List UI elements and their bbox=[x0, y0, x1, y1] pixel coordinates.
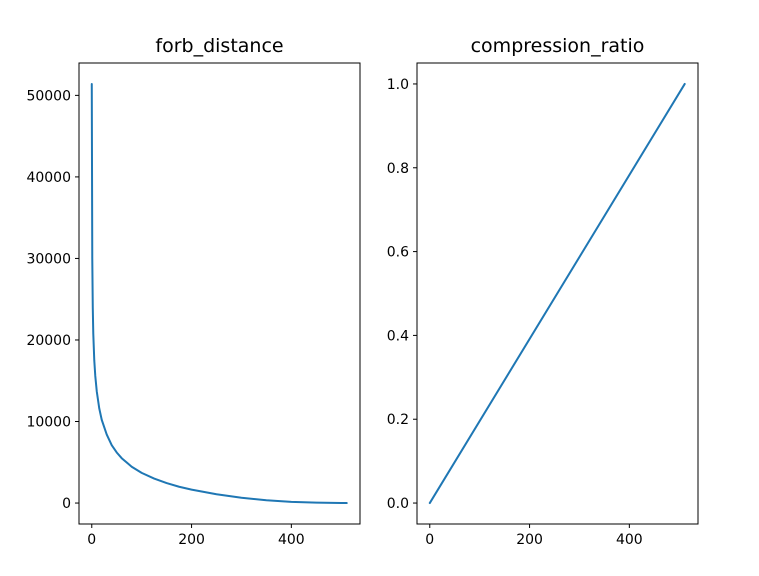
forb-distance-title: forb_distance bbox=[155, 35, 283, 57]
compression-ratio-y-tick-label: 1.0 bbox=[387, 77, 409, 93]
compression-ratio-y-tick-label: 0.4 bbox=[387, 328, 409, 344]
compression-ratio-series-line bbox=[428, 82, 686, 505]
compression-ratio-axes-frame bbox=[416, 62, 699, 525]
forb-distance-y-tick-label: 20000 bbox=[26, 333, 71, 349]
forb-distance-y-tick-label: 40000 bbox=[26, 170, 71, 186]
forb-distance-series-line bbox=[90, 82, 348, 505]
forb-distance-axes-frame bbox=[78, 62, 361, 525]
compression-ratio-subplot: compression_ratio 0 200 400 0.0 0.2 0.4 0.6 0.8… bbox=[387, 35, 699, 548]
forb-distance-y-tick-label: 30000 bbox=[26, 251, 71, 267]
forb-distance-y-tick-label: 10000 bbox=[26, 415, 71, 431]
forb-distance-x-tick-label: 200 bbox=[178, 532, 205, 548]
compression-ratio-x-tick-label: 400 bbox=[616, 532, 643, 548]
compression-ratio-y-tick-label: 0.8 bbox=[387, 161, 409, 177]
compression-ratio-y-tick-label: 0.6 bbox=[387, 245, 409, 261]
compression-ratio-x-tick-label: 0 bbox=[425, 532, 434, 548]
forb-distance-x-tick-label: 0 bbox=[87, 532, 96, 548]
compression-ratio-x-tick-label: 200 bbox=[516, 532, 543, 548]
forb-distance-x-tick-label: 400 bbox=[278, 532, 305, 548]
forb-distance-subplot: forb_distance 0 200 400 0 10000 20000 30000 400… bbox=[26, 35, 361, 548]
compression-ratio-y-tick-label: 0.0 bbox=[387, 496, 409, 512]
compression-ratio-title: compression_ratio bbox=[471, 35, 645, 57]
forb-distance-y-tick-label: 50000 bbox=[26, 88, 71, 104]
compression-ratio-y-tick-label: 0.2 bbox=[387, 412, 409, 428]
forb-distance-y-tick-label: 0 bbox=[62, 496, 71, 512]
